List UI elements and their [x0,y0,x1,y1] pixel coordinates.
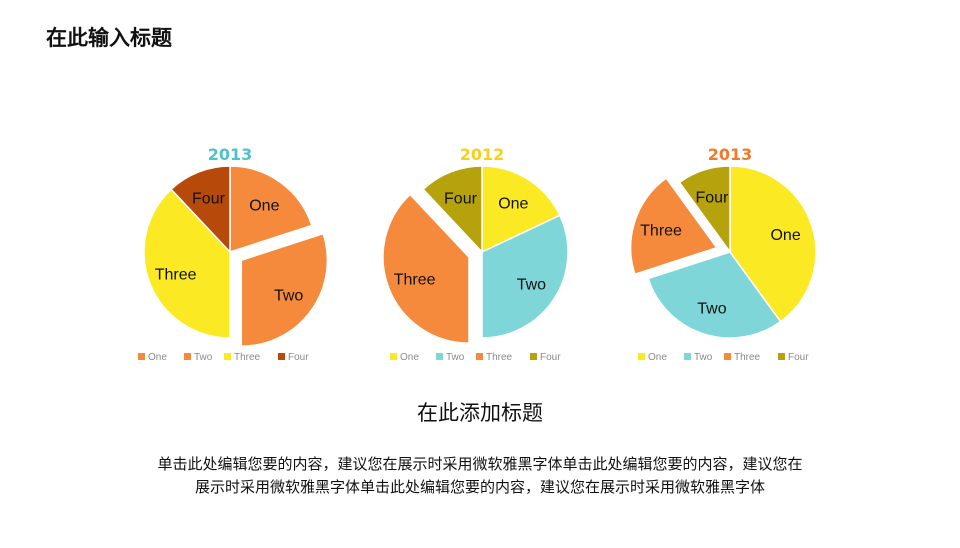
page-title: 在此输入标题 [46,26,172,50]
legend-label: Three [734,352,761,363]
legend-swatch [184,353,191,360]
legend-item-three: Three [224,352,261,363]
pie-slice-one [229,165,313,254]
pie-slice-two [647,251,782,339]
legend-label: Four [788,352,809,363]
legend-label: Three [234,352,261,363]
legend-item-one: One [390,352,419,363]
legend-item-four: Four [778,352,809,363]
slice-label-three: Three [394,272,436,289]
legend-item-one: One [638,352,667,363]
legend-label: Two [694,352,713,363]
legend-item-one: One [138,352,167,363]
pie-chart-3: 2013 One Two Three Four One Two Three Four [620,138,840,374]
pie-slice-one [729,165,817,323]
pie-svg: 2012 One Two Three Four One Two Three Four [382,145,569,363]
slice-label-four: Four [444,191,478,208]
legend-label: Three [486,352,513,363]
chart-title: 2013 [708,145,753,164]
legend-item-four: Four [530,352,561,363]
pie-slice-three [382,193,470,344]
legend-swatch [476,353,483,360]
legend-label: Two [446,352,465,363]
legend-item-three: Three [724,352,761,363]
legend-swatch [684,353,691,360]
legend-item-two: Two [436,352,465,363]
chart-title: 2012 [460,145,505,164]
legend-swatch [778,353,785,360]
pie-slice-three [143,188,231,339]
legend-label: Four [540,352,561,363]
slice-label-three: Three [640,223,682,240]
legend-label: Two [194,352,213,363]
legend-swatch [530,353,537,360]
legend-swatch [224,353,231,360]
pie-slice-two [240,232,328,347]
legend-label: One [148,352,167,363]
pie-slice-four [170,165,231,254]
pie-svg: 2013 One Two Three Four One Two Three Four [138,145,328,363]
legend-swatch [436,353,443,360]
slice-label-four: Four [192,191,226,208]
pie-slice-two [481,214,569,339]
legend-swatch [638,353,645,360]
body-line-2: 展示时采用微软雅黑字体单击此处编辑您要的内容，建议您在展示时采用微软雅黑字体 [194,478,765,496]
pie-slice-one [481,165,561,254]
legend-swatch [724,353,731,360]
section-subtitle: 在此添加标题 [417,401,543,425]
slice-label-one: One [770,227,800,244]
pie-svg: 2013 One Two Three Four One Two Three Four [630,145,817,363]
chart-title: 2013 [208,145,253,164]
legend-item-two: Two [684,352,713,363]
body-text: 单击此处编辑您要的内容，建议您在展示时采用微软雅黑字体单击此处编辑您要的内容，建… [60,453,900,499]
pie-chart-2: 2012 One Two Three Four One Two Three Four [372,138,592,374]
legend-label: Four [288,352,309,363]
slice-label-three: Three [155,267,197,284]
pie-slice-four [422,165,483,254]
pie-chart-1: 2013 One Two Three Four One Two Three Four [120,138,340,374]
pie-slice-four [678,165,731,255]
slice-label-two: Two [274,288,303,305]
pie-slice-three [630,177,718,276]
legend-label: One [648,352,667,363]
legend-item-two: Two [184,352,213,363]
legend-item-four: Four [278,352,309,363]
legend-item-three: Three [476,352,513,363]
slice-label-two: Two [697,301,726,318]
slice-label-one: One [249,198,279,215]
body-line-1: 单击此处编辑您要的内容，建议您在展示时采用微软雅黑字体单击此处编辑您要的内容，建… [157,455,803,473]
legend-swatch [278,353,285,360]
legend-swatch [390,353,397,360]
legend-swatch [138,353,145,360]
slice-label-four: Four [695,189,729,206]
slice-label-one: One [498,196,528,213]
slice-label-two: Two [517,276,546,293]
legend-label: One [400,352,419,363]
